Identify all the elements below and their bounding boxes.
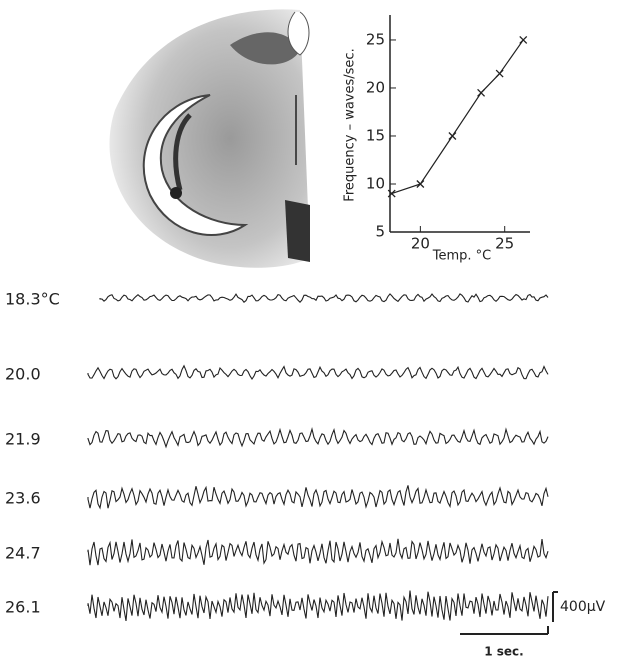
data-point bbox=[519, 36, 528, 44]
trace-label: 23.6 bbox=[5, 489, 41, 508]
voltage-scale-label: 400µV bbox=[560, 599, 606, 615]
data-point bbox=[477, 88, 486, 97]
trace-label: 21.9 bbox=[5, 430, 41, 449]
data-point bbox=[448, 132, 457, 140]
y-tick-label: 5 bbox=[375, 223, 385, 241]
brain-section bbox=[109, 9, 310, 268]
x-tick-label: 25 bbox=[495, 235, 514, 253]
data-point bbox=[495, 69, 504, 78]
eeg-traces: 18.3°C 20.0 21.9 23.6 24.7 26.1 bbox=[5, 290, 549, 621]
frequency-plot: 5 10 15 20 25 20 25 bbox=[366, 15, 530, 253]
data-point bbox=[416, 180, 425, 188]
eeg-trace bbox=[87, 590, 549, 621]
y-tick-label: 10 bbox=[366, 174, 385, 192]
x-axis-label: Temp. °C bbox=[432, 249, 492, 264]
time-scale-label: 1 sec. bbox=[484, 645, 523, 659]
eeg-trace bbox=[99, 293, 549, 304]
trace-label: 20.0 bbox=[5, 365, 41, 384]
y-tick-label: 15 bbox=[366, 126, 385, 144]
eeg-trace bbox=[87, 485, 549, 510]
eeg-trace bbox=[87, 538, 549, 566]
eeg-trace bbox=[87, 426, 549, 449]
trace-label: 24.7 bbox=[5, 544, 41, 563]
eeg-trace bbox=[87, 364, 549, 381]
trace-label: 18.3°C bbox=[5, 290, 60, 309]
data-point bbox=[387, 189, 396, 198]
trace-label: 26.1 bbox=[5, 598, 41, 617]
x-tick-label: 20 bbox=[411, 235, 430, 253]
y-axis-label: Frequency – waves/sec. bbox=[343, 48, 358, 201]
data-line bbox=[391, 39, 524, 195]
y-tick-label: 25 bbox=[366, 30, 385, 48]
y-tick-label: 20 bbox=[366, 78, 385, 96]
